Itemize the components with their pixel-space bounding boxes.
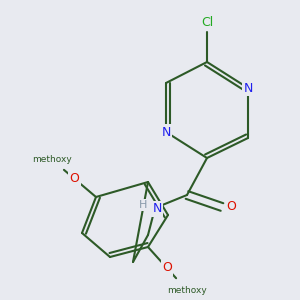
Text: Cl: Cl bbox=[201, 16, 213, 28]
Text: N: N bbox=[243, 82, 253, 94]
Text: N: N bbox=[152, 202, 162, 215]
Text: H: H bbox=[139, 200, 147, 210]
Text: N: N bbox=[161, 125, 171, 139]
Text: O: O bbox=[70, 172, 80, 185]
Text: methoxy: methoxy bbox=[167, 286, 207, 295]
Text: methoxy: methoxy bbox=[32, 155, 72, 164]
Text: O: O bbox=[162, 261, 172, 274]
Text: O: O bbox=[226, 200, 236, 214]
